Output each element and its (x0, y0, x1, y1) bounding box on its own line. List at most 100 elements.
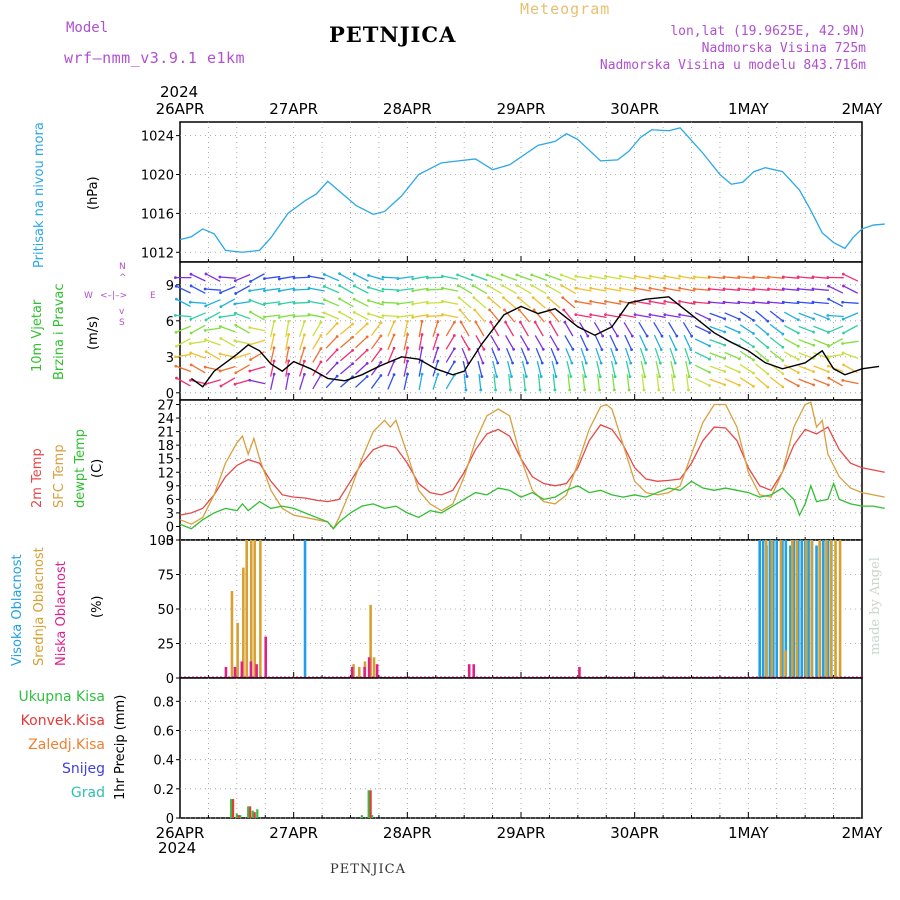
wind-vector-head (249, 280, 252, 283)
time-tick-label-bottom: 29APR (497, 824, 546, 842)
niska-oblacnost-bar (264, 636, 268, 678)
temp-y-tick-label: 9 (166, 480, 174, 495)
wind-vector-head (616, 334, 619, 338)
wind-vector-head (441, 286, 444, 290)
wind-vector-head (392, 346, 396, 350)
wind-vector (656, 373, 660, 391)
year-label-top: 2024 (160, 83, 198, 101)
wind-vector-head (367, 312, 370, 316)
wind-vector (724, 365, 740, 373)
wind-vector-head (827, 376, 831, 380)
time-tick-label-bottom: 28APR (383, 824, 432, 842)
wind-vector-head (618, 274, 622, 278)
wind-vector-head (287, 359, 291, 363)
wind-vector (813, 312, 829, 320)
wind-vector (738, 276, 755, 279)
wind-vector (312, 321, 322, 337)
wind-vector (635, 287, 652, 292)
wind-vector-head (812, 370, 815, 374)
wind-vector (325, 375, 338, 389)
wind-vector (249, 287, 266, 292)
niska-oblacnost-bar (350, 666, 354, 678)
wind-vector (501, 274, 518, 281)
wind-vector (532, 297, 546, 309)
wind-vector (219, 314, 236, 318)
wind-vector-head (303, 359, 306, 363)
wind-vector-head (406, 359, 409, 363)
wind-vector-head (263, 289, 266, 293)
wind-vector (299, 347, 306, 364)
wind-vector-head (601, 334, 605, 338)
wind-vector (664, 313, 681, 319)
pressure-y-tick-label: 1012 (141, 246, 174, 261)
wind-vector (403, 374, 409, 390)
wind-vector-head (612, 388, 616, 392)
wind-vector (220, 337, 236, 347)
temp-y-tick-label: 0 (166, 520, 174, 535)
srednja-oblacnost-bar (242, 567, 245, 678)
srednja-oblacnost-bar (838, 540, 842, 678)
wind-vector-head (723, 356, 727, 360)
wind-vector-head (503, 308, 506, 312)
visoka-oblacnost-bar (758, 540, 761, 678)
wind-vector-head (379, 334, 383, 338)
wind-vector (387, 334, 395, 351)
wind-vector-head (781, 385, 785, 389)
wind-vector-head (766, 332, 770, 336)
temp-y-tick-label: 12 (157, 466, 174, 481)
wind-labels: 10m Vjetar Brzina i Pravac (m/s) W <–|–>… (30, 262, 156, 380)
wind-vector-head (338, 272, 341, 276)
wind-vector (828, 365, 844, 373)
wind-vector-head (707, 287, 711, 291)
wind-vector (442, 275, 459, 280)
wind-vector (694, 351, 710, 360)
wind-vector-head (248, 378, 252, 382)
wind-vector-head (541, 347, 545, 351)
wind-vector-head (189, 317, 193, 321)
wind-vector-head (436, 372, 440, 376)
wind-vector-head (826, 276, 830, 279)
wind-vector (827, 353, 844, 358)
wind-vector (293, 301, 311, 304)
wind-vector (488, 297, 502, 309)
wind-vector (279, 314, 296, 318)
wind-vector (769, 323, 784, 335)
wind-vector (190, 364, 206, 374)
wind-vector (249, 326, 266, 332)
ukupna-kisa-bar (235, 813, 238, 818)
wind-vector-head (678, 313, 682, 317)
wind-vector-head (203, 328, 207, 332)
wind-vector-head (737, 275, 741, 279)
wind-vector (724, 378, 740, 386)
wind-vector (783, 377, 799, 387)
wind-vector (370, 375, 382, 389)
wind-vector (611, 373, 615, 391)
wind-vector (624, 334, 633, 350)
wind-vector-head (645, 334, 649, 338)
wind-vector-head (234, 292, 238, 295)
wind-vector-head (509, 388, 512, 392)
wind-vector (427, 301, 444, 304)
wind-vector (694, 377, 710, 387)
wind-vector-head (561, 296, 565, 300)
wind-vector-head (562, 308, 566, 312)
wind-vector (493, 373, 497, 391)
wind-vector (312, 374, 322, 390)
wind-vector (387, 374, 395, 390)
srednja-oblacnost-bar (804, 540, 808, 678)
wind-vector (753, 276, 770, 279)
temp-labels: 2m Temp SFC Temp dewpt Temp (C) (30, 429, 105, 508)
wind-vector-head (722, 287, 726, 291)
wind-vector-head (277, 315, 281, 319)
wind-vector (575, 287, 592, 292)
wind-vector (534, 335, 544, 350)
temp-y-tick-label: 15 (157, 453, 174, 468)
ukupna-kisa-bar (251, 810, 254, 818)
wind-vector (812, 276, 829, 279)
wind-vector-head (367, 299, 370, 302)
wind-vector-head (539, 375, 543, 378)
wind-vector-head (527, 347, 530, 351)
wind-vector (561, 274, 577, 281)
wind-vector (843, 273, 859, 282)
wind-vector-head (436, 333, 440, 337)
